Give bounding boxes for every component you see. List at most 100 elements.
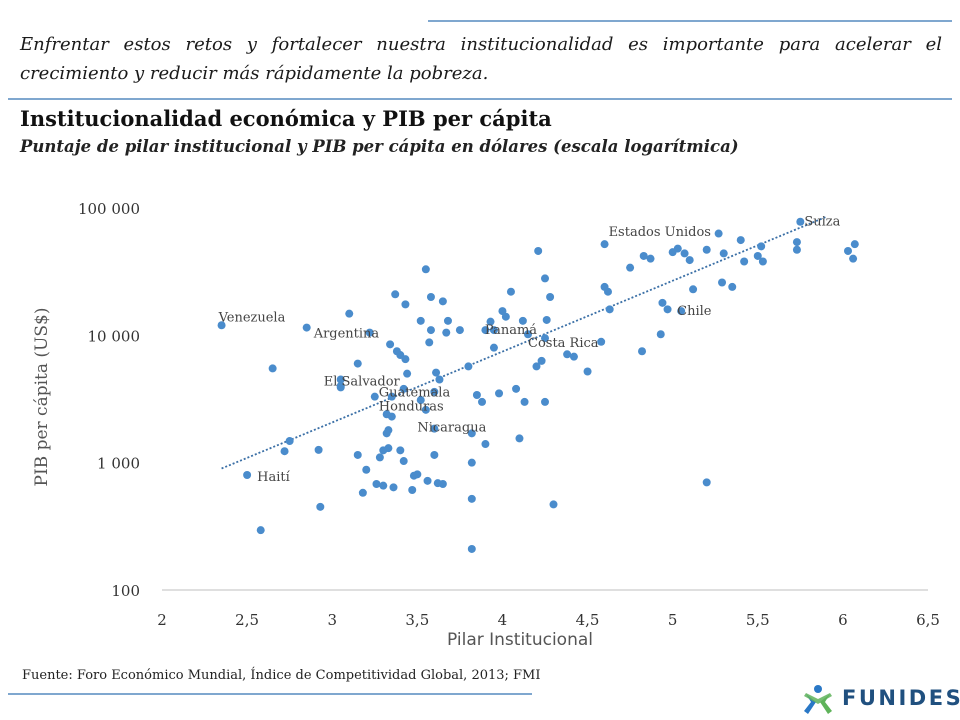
- data-point: [467, 494, 476, 503]
- y-tick-label: 1 000: [97, 455, 140, 473]
- point-label: Haití: [257, 470, 290, 485]
- data-point: [336, 375, 345, 384]
- data-point: [563, 350, 572, 359]
- labeled-data-point: [430, 424, 439, 433]
- data-point: [719, 249, 728, 258]
- point-label: Suiza: [804, 215, 840, 230]
- x-tick-label: 3,5: [405, 611, 429, 629]
- data-point: [426, 326, 435, 335]
- top-rule: [428, 20, 952, 22]
- data-point: [663, 305, 672, 314]
- data-point: [372, 479, 381, 488]
- data-point: [680, 249, 689, 258]
- x-tick-label: 5,5: [746, 611, 770, 629]
- data-point: [481, 440, 490, 449]
- data-point: [345, 309, 354, 318]
- point-label: Panamá: [485, 323, 537, 338]
- data-point: [416, 396, 425, 405]
- data-point: [792, 238, 801, 247]
- data-point: [426, 293, 435, 302]
- labeled-data-point: [387, 392, 396, 401]
- data-point: [353, 359, 362, 368]
- data-point: [408, 486, 417, 495]
- data-point: [280, 447, 289, 456]
- data-point: [478, 397, 487, 406]
- trend-line: [221, 216, 827, 470]
- data-point: [379, 481, 388, 490]
- x-tick-label: 6: [838, 611, 848, 629]
- y-tick-label: 100: [111, 582, 140, 600]
- data-point: [520, 397, 529, 406]
- x-axis-ticks: 2 2,5 3 3,5 4 4,5 5 5,5 6 6,5: [157, 611, 940, 629]
- data-point: [501, 312, 510, 321]
- data-point: [689, 285, 698, 294]
- labeled-data-point: [302, 323, 311, 332]
- data-point: [639, 251, 648, 260]
- data-point: [656, 330, 665, 339]
- data-point: [512, 384, 521, 393]
- data-point: [702, 478, 711, 487]
- data-point: [740, 257, 749, 266]
- data-point: [605, 305, 614, 314]
- data-point: [757, 242, 766, 251]
- data-point: [489, 343, 498, 352]
- data-point: [421, 265, 430, 274]
- data-point: [438, 479, 447, 488]
- data-point: [467, 458, 476, 467]
- data-point: [583, 367, 592, 376]
- data-point: [416, 316, 425, 325]
- data-point: [438, 297, 447, 306]
- data-point: [569, 352, 578, 361]
- data-point: [481, 326, 490, 335]
- point-label: Chile: [677, 304, 712, 319]
- data-point: [391, 290, 400, 299]
- point-label: El Salvador: [324, 374, 401, 389]
- data-point: [384, 426, 393, 435]
- data-point: [370, 392, 379, 401]
- y-axis-ticks: 100 1 000 10 000 100 000: [78, 200, 140, 600]
- data-point: [603, 287, 612, 296]
- data-point: [714, 229, 723, 238]
- y-tick-label: 100 000: [78, 200, 140, 218]
- data-point: [626, 263, 635, 272]
- data-point: [256, 526, 265, 535]
- data-point: [375, 453, 384, 462]
- data-point: [399, 384, 408, 393]
- data-point: [753, 251, 762, 260]
- data-point: [430, 387, 439, 396]
- data-point: [702, 245, 711, 254]
- data-point: [542, 315, 551, 324]
- data-point: [386, 340, 395, 349]
- labeled-data-point: [387, 412, 396, 421]
- data-point: [532, 362, 541, 371]
- data-point: [472, 390, 481, 399]
- data-point: [401, 300, 410, 309]
- data-point: [442, 328, 451, 337]
- x-tick-label: 2,5: [235, 611, 259, 629]
- data-point: [443, 316, 452, 325]
- data-point: [518, 316, 527, 325]
- labeled-data-point: [336, 383, 345, 392]
- data-point: [403, 369, 412, 378]
- data-point: [430, 450, 439, 459]
- data-point: [673, 244, 682, 253]
- funides-logo-text: FUNIDES: [842, 686, 960, 710]
- data-point: [389, 483, 398, 492]
- x-tick-label: 4: [498, 611, 508, 629]
- data-point: [285, 436, 294, 445]
- data-point: [792, 245, 801, 254]
- data-point: [413, 470, 422, 479]
- data-point: [268, 364, 277, 373]
- data-point: [728, 282, 737, 291]
- data-point: [432, 368, 441, 377]
- labeled-data-point: [677, 307, 686, 316]
- data-point: [464, 362, 473, 371]
- data-point: [646, 254, 655, 263]
- data-point: [850, 240, 859, 249]
- data-point: [736, 236, 745, 245]
- data-point: [486, 317, 495, 326]
- data-point: [435, 375, 444, 384]
- data-point: [546, 293, 555, 302]
- point-label: Costa Rica: [528, 336, 599, 351]
